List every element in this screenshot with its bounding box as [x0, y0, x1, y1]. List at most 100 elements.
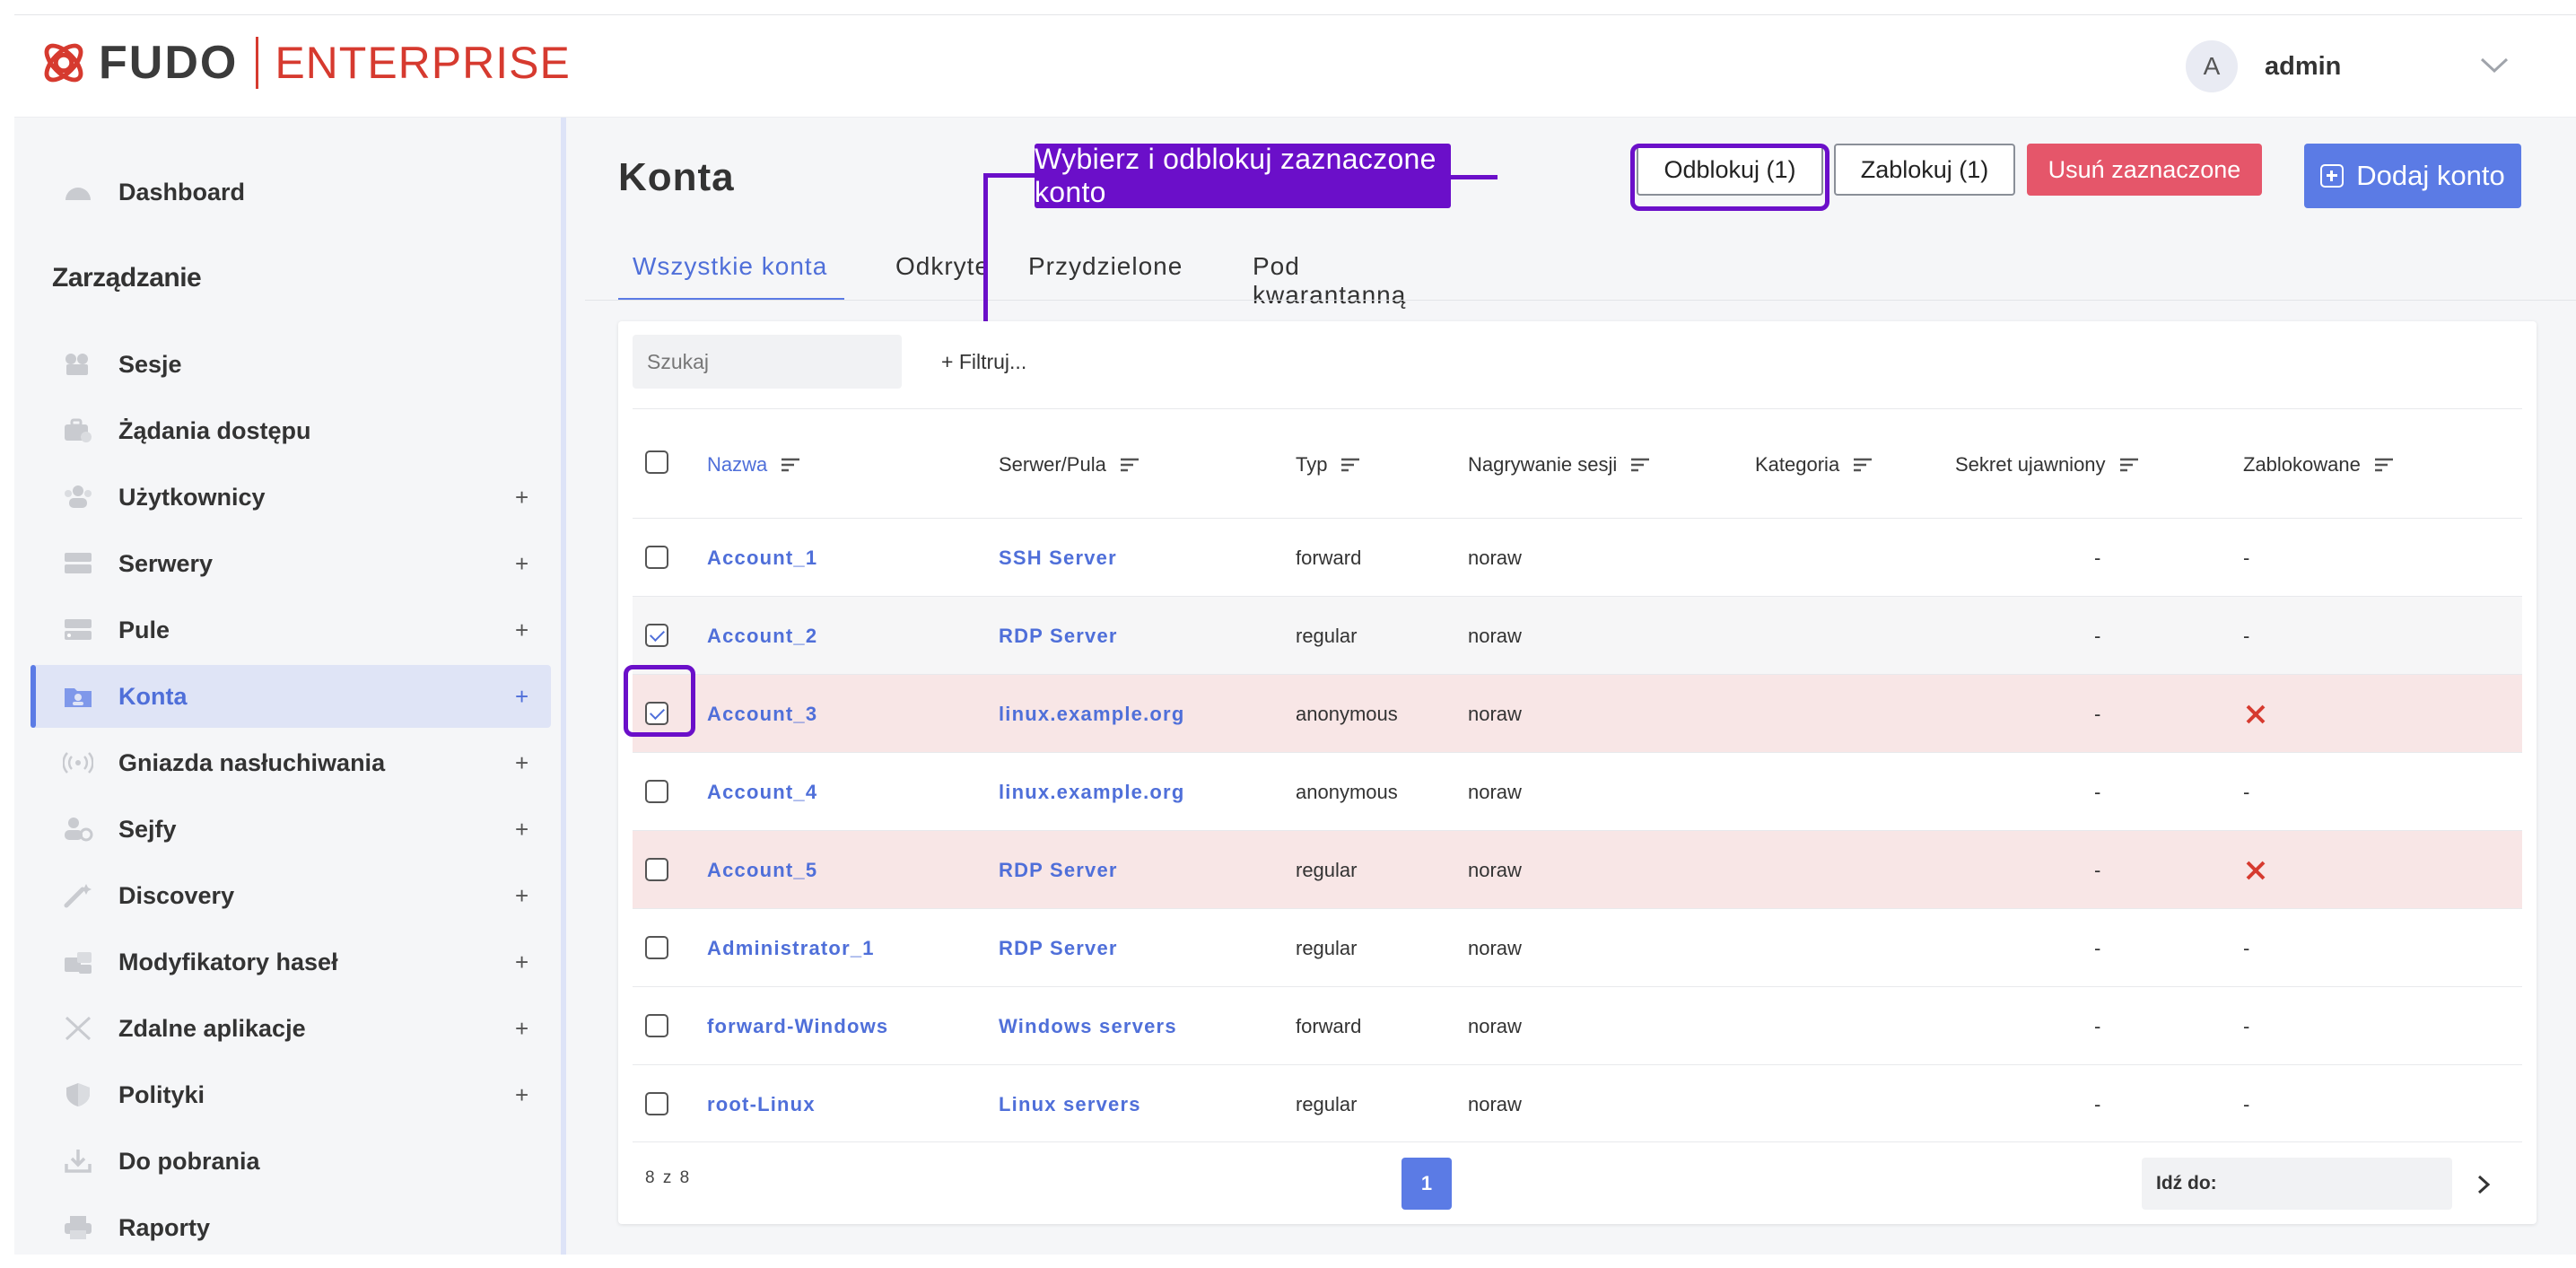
expand-plus-icon[interactable]: +	[515, 748, 529, 776]
table-row[interactable]: Account_5 RDP Server regular noraw -	[633, 830, 2522, 908]
column-header-secret-revealed[interactable]: Sekret ujawniony	[1955, 453, 2140, 477]
tab-quarantine[interactable]: Pod kwarantanną	[1253, 252, 1407, 309]
account-name-link[interactable]: root-Linux	[707, 1092, 816, 1115]
shield-icon	[66, 1083, 90, 1106]
lock-button[interactable]: Zablokuj (1)	[1834, 144, 2015, 196]
sidebar-item-access-requests[interactable]: Żądania dostępu	[31, 399, 551, 462]
sidebar-item-accounts[interactable]: Konta +	[31, 665, 551, 728]
column-header-name[interactable]: Nazwa	[707, 453, 801, 477]
column-header-server[interactable]: Serwer/Pula	[999, 453, 1140, 477]
table-row[interactable]: root-Linux Linux servers regular noraw -…	[633, 1064, 2522, 1142]
server-link[interactable]: Windows servers	[999, 1014, 1177, 1037]
table-row[interactable]: Account_4 linux.example.org anonymous no…	[633, 752, 2522, 830]
fudo-logo-mark-icon	[44, 43, 83, 83]
sort-icon	[1631, 458, 1650, 472]
fudo-logo[interactable]: FUDO ENTERPRISE	[38, 35, 571, 91]
column-header-type[interactable]: Typ	[1296, 453, 1361, 477]
expand-plus-icon[interactable]: +	[515, 1080, 529, 1108]
sidebar-item-sessions[interactable]: Sesje	[31, 333, 551, 396]
add-account-label: Dodaj konto	[2356, 160, 2505, 191]
server-link[interactable]: Linux servers	[999, 1092, 1141, 1115]
secret-revealed-cell: -	[2094, 936, 2101, 959]
account-name-link[interactable]: Administrator_1	[707, 936, 875, 959]
table-row[interactable]: forward-Windows Windows servers forward …	[633, 986, 2522, 1064]
expand-plus-icon[interactable]: +	[515, 616, 529, 643]
row-checkbox[interactable]	[645, 702, 668, 725]
column-header-locked[interactable]: Zablokowane	[2243, 453, 2395, 477]
sidebar-item-password-changers[interactable]: Modyfikatory haseł +	[31, 931, 551, 993]
account-name-link[interactable]: Account_4	[707, 780, 818, 803]
server-link[interactable]: linux.example.org	[999, 702, 1185, 725]
tab-assigned[interactable]: Przydzielone	[1028, 252, 1183, 280]
sidebar-item-label: Pule	[118, 616, 170, 643]
pools-icon	[65, 619, 92, 640]
row-checkbox[interactable]	[645, 858, 668, 881]
column-header-recording[interactable]: Nagrywanie sesji	[1468, 453, 1651, 477]
table-row[interactable]: Administrator_1 RDP Server regular noraw…	[633, 908, 2522, 986]
row-checkbox[interactable]	[645, 1014, 668, 1037]
search-input[interactable]	[633, 335, 902, 389]
annotation-connector	[983, 173, 1035, 178]
account-name-link[interactable]: Account_2	[707, 624, 818, 647]
row-checkbox[interactable]	[645, 936, 668, 959]
locked-cell: -	[2243, 780, 2250, 803]
user-name: admin	[2265, 51, 2342, 81]
expand-plus-icon[interactable]: +	[515, 549, 529, 577]
accounts-icon	[65, 688, 92, 707]
account-name-link[interactable]: forward-Windows	[707, 1014, 889, 1037]
expand-plus-icon[interactable]: +	[515, 948, 529, 975]
secret-revealed-cell: -	[2094, 702, 2101, 725]
servers-icon	[65, 553, 92, 573]
sidebar-item-users[interactable]: Użytkownicy +	[31, 466, 551, 529]
server-link[interactable]: SSH Server	[999, 546, 1117, 569]
table-row[interactable]: Account_2 RDP Server regular noraw - -	[633, 596, 2522, 674]
sidebar-item-discovery[interactable]: Discovery +	[31, 864, 551, 927]
account-name-link[interactable]: Account_5	[707, 858, 818, 881]
server-link[interactable]: RDP Server	[999, 858, 1118, 881]
sidebar-item-remote-apps[interactable]: Zdalne aplikacje +	[31, 997, 551, 1060]
account-name-link[interactable]: Account_3	[707, 702, 818, 725]
password-changers-icon	[65, 952, 92, 974]
server-link[interactable]: RDP Server	[999, 624, 1118, 647]
account-name-link[interactable]: Account_1	[707, 546, 818, 569]
row-checkbox[interactable]	[645, 780, 668, 803]
sidebar-item-downloads[interactable]: Do pobrania	[31, 1130, 551, 1193]
sidebar-item-label: Konta	[118, 682, 188, 710]
server-link[interactable]: linux.example.org	[999, 780, 1185, 803]
expand-plus-icon[interactable]: +	[515, 815, 529, 843]
user-menu[interactable]: A admin	[2186, 40, 2341, 92]
unlock-button[interactable]: Odblokuj (1)	[1637, 144, 1823, 196]
expand-plus-icon[interactable]: +	[515, 1014, 529, 1042]
filter-button[interactable]: + Filtruj...	[941, 350, 1027, 373]
sidebar-divider	[561, 118, 566, 1255]
tab-all-accounts[interactable]: Wszystkie konta	[618, 247, 844, 301]
select-all-checkbox[interactable]	[645, 450, 668, 474]
row-checkbox[interactable]	[645, 624, 668, 647]
server-link[interactable]: RDP Server	[999, 936, 1118, 959]
sidebar-item-policies[interactable]: Polityki +	[31, 1063, 551, 1126]
page-button-current[interactable]: 1	[1402, 1158, 1452, 1210]
row-checkbox[interactable]	[645, 546, 668, 569]
type-cell: regular	[1296, 624, 1358, 647]
expand-plus-icon[interactable]: +	[515, 881, 529, 909]
delete-selected-button[interactable]: Usuń zaznaczone	[2027, 144, 2262, 196]
expand-plus-icon[interactable]: +	[515, 483, 529, 511]
chevron-right-icon[interactable]	[2475, 1174, 2493, 1195]
sidebar-item-pools[interactable]: Pule +	[31, 599, 551, 661]
expand-plus-icon[interactable]: +	[515, 682, 529, 710]
table-row[interactable]: Account_3 linux.example.org anonymous no…	[633, 674, 2522, 752]
tab-discovered[interactable]: Odkryte	[895, 252, 991, 280]
column-header-category[interactable]: Kategoria	[1755, 453, 1873, 477]
listeners-icon	[63, 752, 93, 774]
sidebar-item-servers[interactable]: Serwery +	[31, 532, 551, 595]
sidebar-item-reports[interactable]: Raporty	[31, 1196, 551, 1255]
sidebar-item-dashboard[interactable]: Dashboard	[31, 161, 551, 223]
goto-page-input[interactable]: Idź do:	[2142, 1158, 2452, 1210]
row-checkbox[interactable]	[645, 1092, 668, 1115]
sidebar-item-listeners[interactable]: Gniazda nasłuchiwania +	[31, 731, 551, 794]
sidebar-item-safes[interactable]: Sejfy +	[31, 798, 551, 861]
chevron-down-icon[interactable]	[2476, 55, 2512, 76]
add-account-button[interactable]: Dodaj konto	[2304, 144, 2521, 208]
table-row[interactable]: Account_1 SSH Server forward noraw - -	[633, 518, 2522, 596]
sidebar-item-label: Żądania dostępu	[118, 416, 311, 444]
